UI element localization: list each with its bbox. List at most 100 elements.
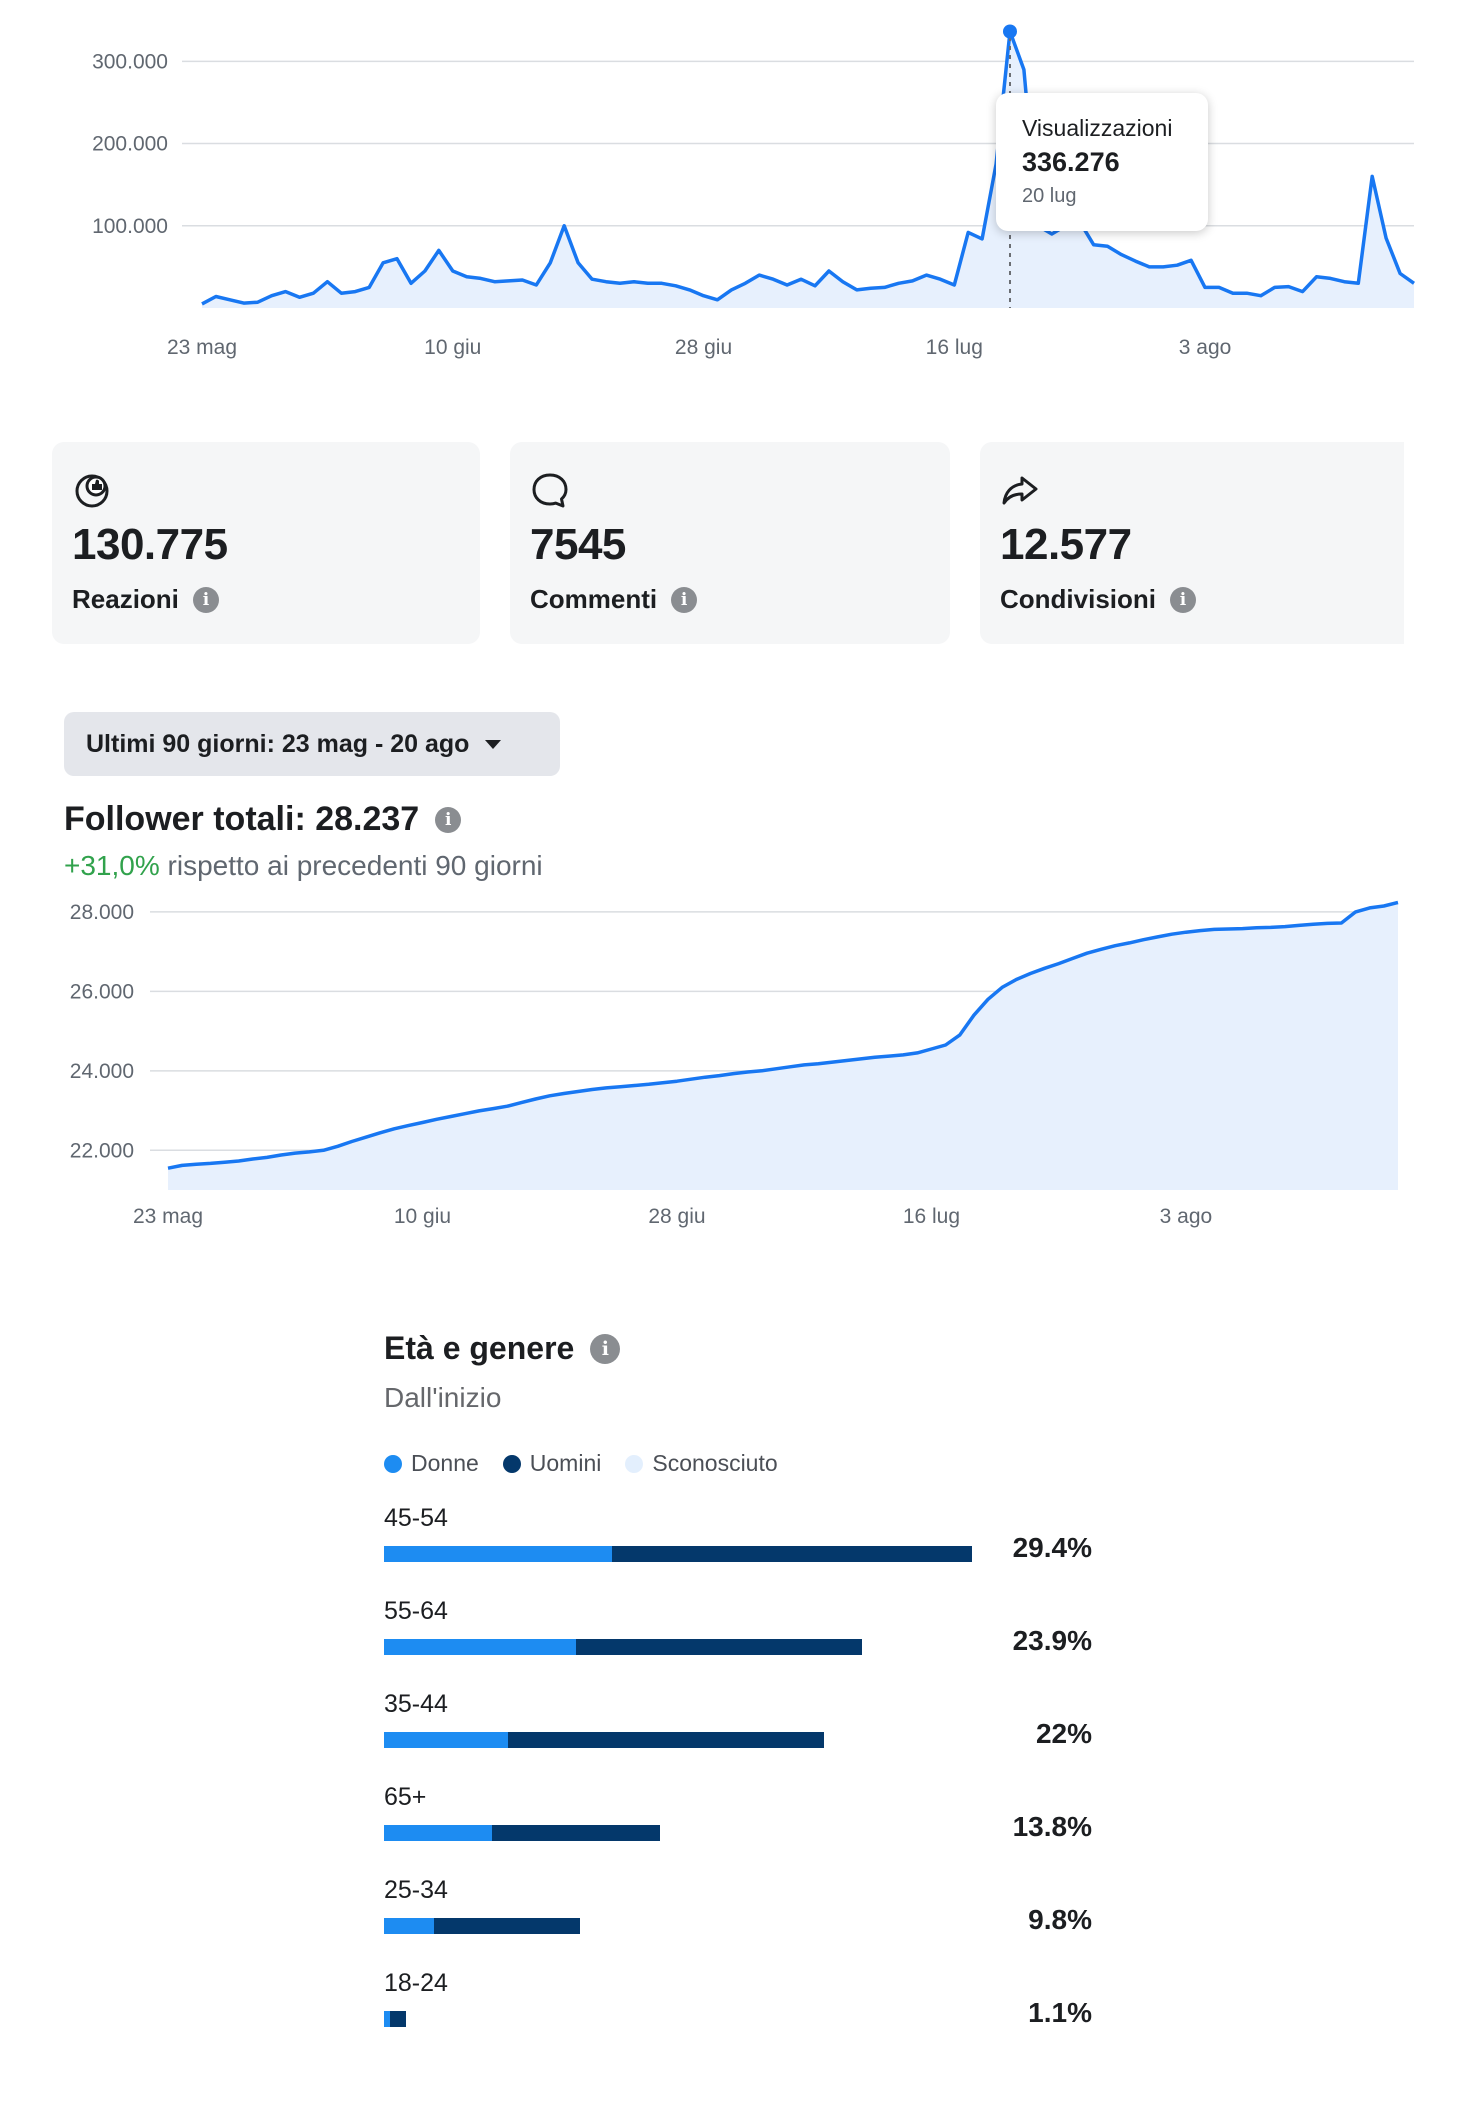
bar-segment-women	[384, 1732, 508, 1748]
age-percent: 23.9%	[1012, 1625, 1092, 1656]
comments-card[interactable]: 7545 Commenti i	[510, 442, 950, 644]
age-label: 18-24	[384, 1969, 448, 1997]
shares-card[interactable]: 12.577 Condivisioni i	[980, 442, 1404, 644]
age-bar[interactable]	[384, 1546, 972, 1562]
followers-title-row: Follower totali: 28.237 i	[64, 800, 462, 839]
legend-dot-women	[384, 1454, 402, 1473]
age-row[interactable]: 25-34 9.8%	[384, 1876, 1104, 1966]
y-tick-label: 28.000	[70, 901, 134, 924]
followers-area-fill	[168, 902, 1398, 1190]
age-bar[interactable]	[384, 1639, 862, 1655]
bar-segment-men	[508, 1732, 824, 1748]
bar-segment-men	[390, 2011, 406, 2027]
info-icon[interactable]: i	[192, 586, 219, 613]
views-y-axis: 300.000 200.000 100.000	[92, 50, 168, 237]
tooltip-date: 20 lug	[1022, 185, 1077, 207]
tooltip-value: 336.276	[1022, 147, 1120, 177]
info-icon[interactable]: i	[435, 806, 462, 833]
comments-label: Commenti	[530, 584, 658, 614]
reactions-value: 130.775	[72, 520, 228, 569]
y-tick-label: 200.000	[92, 133, 168, 156]
demographics-legend: Donne Uomini Sconosciuto	[384, 1450, 802, 1477]
views-series-line[interactable]	[201, 29, 1416, 306]
demographics-title-row: Età e genere i	[384, 1330, 621, 1367]
bar-segment-men	[576, 1639, 862, 1655]
date-range-label: Ultimi 90 giorni: 23 mag - 20 ago	[86, 729, 470, 758]
reactions-label-row: Reazioni i	[72, 584, 219, 615]
followers-x-axis: 23 mag 10 giu 28 giu 16 lug 3 ago	[133, 1205, 1212, 1228]
comments-label-row: Commenti i	[530, 584, 698, 615]
age-bar[interactable]	[384, 1732, 824, 1748]
age-label: 55-64	[384, 1597, 448, 1625]
views-x-axis: 23 mag 10 giu 28 giu 16 lug 3 ago	[167, 336, 1231, 359]
followers-title: Follower totali: 28.237	[64, 800, 420, 838]
info-icon[interactable]: i	[590, 1333, 621, 1364]
followers-y-axis: 28.000 26.000 24.000 22.000	[70, 901, 134, 1162]
y-tick-label: 22.000	[70, 1139, 134, 1162]
y-tick-label: 300.000	[92, 50, 168, 73]
age-percent: 9.8%	[1028, 1904, 1092, 1935]
bar-segment-women	[384, 1918, 434, 1934]
x-tick-label: 23 mag	[133, 1205, 203, 1228]
demographics-subtitle: Dall'inizio	[384, 1382, 502, 1413]
x-tick-label: 3 ago	[1160, 1205, 1213, 1228]
age-percent: 22%	[1035, 1718, 1092, 1749]
age-row[interactable]: 65+ 13.8%	[384, 1783, 1104, 1873]
hover-point-marker[interactable]	[1003, 24, 1017, 39]
y-tick-label: 100.000	[92, 215, 168, 238]
age-percent: 29.4%	[1012, 1532, 1092, 1563]
bar-segment-men	[612, 1546, 972, 1562]
legend-dot-men	[502, 1454, 521, 1473]
tooltip-title: Visualizzazioni	[1022, 115, 1173, 141]
shares-value: 12.577	[1000, 520, 1132, 569]
comments-value: 7545	[530, 520, 626, 569]
caret-down-icon	[485, 739, 502, 749]
reactions-label: Reazioni	[72, 584, 179, 614]
legend-item-unknown[interactable]: Sconosciuto	[625, 1450, 778, 1477]
age-row[interactable]: 45-54 29.4%	[384, 1504, 1104, 1594]
age-bar[interactable]	[384, 1825, 660, 1841]
bar-segment-women	[384, 1639, 576, 1655]
info-icon[interactable]: i	[1170, 586, 1196, 613]
reactions-card[interactable]: 130.775 Reazioni i	[52, 442, 480, 644]
age-bar[interactable]	[384, 1918, 580, 1934]
followers-change: +31,0% rispetto ai precedenti 90 giorni	[64, 850, 543, 882]
share-arrow-icon	[1002, 476, 1038, 505]
x-tick-label: 10 giu	[394, 1205, 451, 1228]
age-label: 25-34	[384, 1876, 448, 1904]
bar-segment-men	[434, 1918, 580, 1934]
x-tick-label: 10 giu	[424, 336, 481, 359]
age-row[interactable]: 55-64 23.9%	[384, 1597, 1104, 1687]
legend-dot-unknown	[625, 1454, 644, 1473]
legend-label-women: Donne	[411, 1450, 479, 1476]
date-range-dropdown[interactable]: Ultimi 90 giorni: 23 mag - 20 ago	[64, 712, 560, 776]
info-icon[interactable]: i	[671, 586, 698, 613]
shares-label: Condivisioni	[1000, 584, 1156, 614]
reactions-icon	[75, 474, 109, 508]
x-tick-label: 3 ago	[1179, 336, 1232, 359]
bar-segment-women	[384, 2011, 390, 2027]
views-area-fill	[202, 31, 1414, 308]
tooltip: Visualizzazioni 336.276 20 lug	[996, 93, 1208, 231]
age-row[interactable]: 18-24 1.1%	[384, 1969, 1104, 2059]
age-label: 45-54	[384, 1504, 448, 1532]
age-label: 35-44	[384, 1690, 448, 1718]
legend-item-women[interactable]: Donne	[384, 1450, 479, 1477]
age-bar[interactable]	[384, 2011, 406, 2027]
bar-segment-women	[384, 1546, 612, 1562]
y-tick-label: 24.000	[70, 1060, 134, 1083]
legend-item-men[interactable]: Uomini	[502, 1450, 601, 1477]
demographics-title: Età e genere	[384, 1330, 575, 1366]
shares-label-row: Condivisioni i	[1000, 584, 1196, 615]
x-tick-label: 23 mag	[167, 336, 237, 359]
comment-bubble-icon	[532, 473, 568, 508]
followers-series-line[interactable]	[167, 900, 1399, 1170]
age-percent: 1.1%	[1028, 1997, 1092, 2028]
followers-chart: 28.000 26.000 24.000 22.000 23 mag 10 giu 28 …	[70, 900, 1399, 1228]
x-tick-label: 28 giu	[648, 1205, 705, 1228]
views-chart: 300.000 200.000 100.000 23 mag 10 giu 28 giu…	[92, 24, 1416, 359]
age-row[interactable]: 35-44 22%	[384, 1690, 1104, 1780]
age-label: 65+	[384, 1783, 427, 1811]
age-percent: 13.8%	[1012, 1811, 1092, 1842]
views-gridlines	[182, 60, 1414, 227]
